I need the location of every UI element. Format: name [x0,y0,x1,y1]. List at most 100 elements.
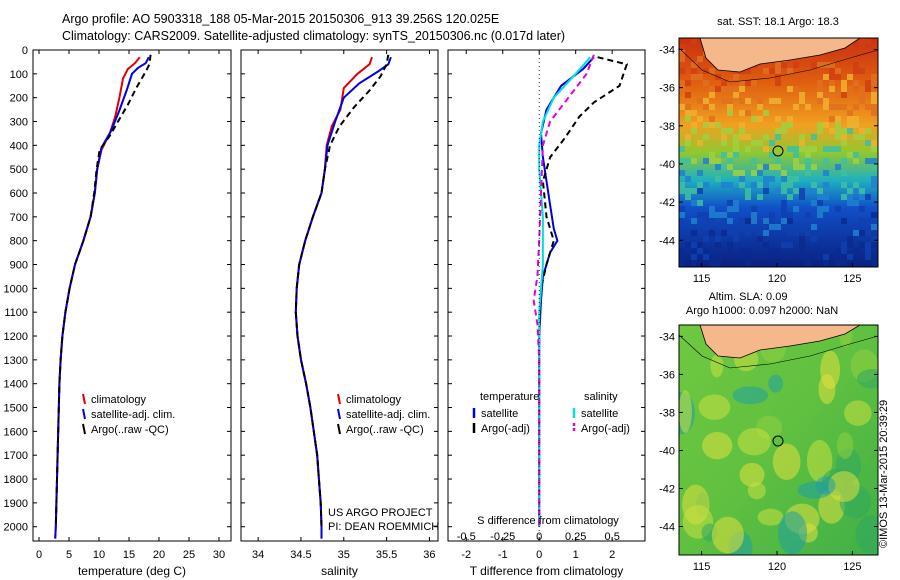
sst-cell [805,188,811,194]
sla-anomaly [747,482,766,500]
sst-cell [865,218,871,224]
sst-cell [727,206,733,212]
sst-cell [871,212,877,218]
sst-cell [727,242,733,248]
sst-cell [775,68,781,74]
legend-title-salinity: salinity [584,391,618,403]
sst-cell [865,104,871,110]
sst-cell [871,92,877,98]
sst-cell [745,218,751,224]
sst-cell [679,50,685,56]
sst-cell [853,62,859,68]
sst-cell [745,134,751,140]
sst-cell [799,164,805,170]
sla-anomaly [732,386,769,405]
sst-cell [691,122,697,128]
sst-cell [793,158,799,164]
sst-cell [811,236,817,242]
sst-cell [823,92,829,98]
sst-cell [697,98,703,104]
x-tick-label: 25 [183,549,195,561]
sst-cell [835,248,841,254]
sst-cell [835,92,841,98]
sst-cell [781,176,787,182]
sst-cell [829,104,835,110]
sla-anomaly [737,427,771,456]
sst-cell [727,248,733,254]
sst-map-title: sat. SST: 18.1 Argo: 18.3 [717,16,839,28]
sst-cell [859,38,865,44]
x-tick-label: 35.5 [376,549,397,561]
sst-cell [817,128,823,134]
shelf-contour-sla [679,334,878,369]
sst-cell [721,152,727,158]
sst-cell [781,62,787,68]
sst-cell [703,98,709,104]
sst-cell [841,248,847,254]
sst-cell [703,158,709,164]
sst-cell [703,224,709,230]
sst-cell [817,80,823,86]
sst-cell [823,182,829,188]
sst-cell [721,98,727,104]
sst-cell [733,206,739,212]
sst-cell [733,254,739,260]
sst-cell [751,116,757,122]
sst-cell [745,230,751,236]
sst-cell [691,230,697,236]
sst-cell [733,230,739,236]
sst-cell [709,206,715,212]
sst-cell [829,50,835,56]
sst-cell [775,224,781,230]
sst-cell [811,62,817,68]
sst-cell [787,242,793,248]
sst-cell [853,80,859,86]
sst-cell [685,158,691,164]
sst-cell [745,68,751,74]
sst-cell [871,242,877,248]
legend-swatch [82,393,86,405]
sst-cell [679,260,685,266]
x-tick-label: 1 [573,549,579,561]
sst-cell [793,86,799,92]
sst-cell [871,236,877,242]
sst-cell [727,128,733,134]
sst-cell [709,260,715,266]
sst-cell [865,140,871,146]
sla-anomaly [698,394,731,420]
sst-cell [691,248,697,254]
sst-cell [715,158,721,164]
sst-cell [769,98,775,104]
sst-cell [703,248,709,254]
sla-anomaly [772,443,801,481]
sst-cell [781,188,787,194]
sst-cell [865,86,871,92]
sst-cell [739,134,745,140]
sst-cell [757,116,763,122]
sst-cell [841,92,847,98]
sst-cell [685,104,691,110]
sst-cell [829,86,835,92]
sla-anomaly [844,400,872,426]
sst-cell [763,134,769,140]
sla-anomaly [815,476,836,495]
legend-label: satellite [581,408,618,420]
sst-cell [781,218,787,224]
sst-cell [679,146,685,152]
sst-cell [835,74,841,80]
sst-cell [727,158,733,164]
sst-cell [715,164,721,170]
x-tick-label: 34 [252,549,264,561]
sst-cell [733,140,739,146]
s-tick-label: 0 [536,531,542,543]
difference-panel-frame [447,49,646,542]
sst-cell [727,182,733,188]
sst-cell [853,200,859,206]
sst-cell [739,98,745,104]
sst-cell [769,218,775,224]
sst-cell [781,122,787,128]
sst-cell [685,50,691,56]
sst-cell [793,176,799,182]
sst-cell [697,242,703,248]
